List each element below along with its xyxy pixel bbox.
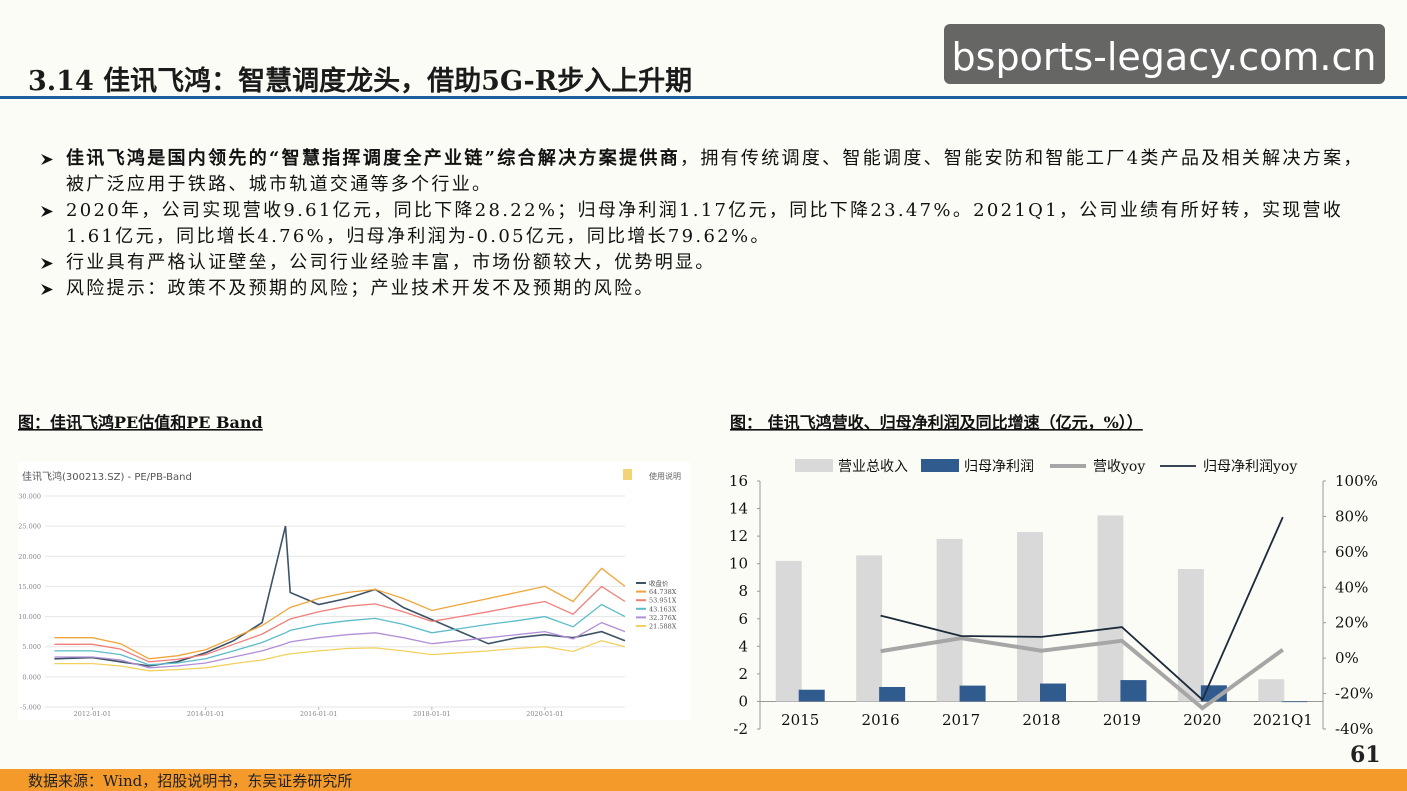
bar <box>879 686 906 702</box>
y-tick-label: 14 <box>729 500 748 518</box>
y2-tick-label: 40% <box>1335 578 1368 596</box>
bullet-text: ，拥有传统调度、智能调度、智能安防和智能工厂4类产品及相关解决方案，被广泛应用于… <box>66 148 1364 195</box>
legend-label: 归母净利润 <box>964 458 1034 475</box>
bar <box>775 560 802 702</box>
series-line <box>54 585 626 663</box>
y-tick-label: 0 <box>738 692 748 710</box>
bullet: 佳讯飞鸿是国内领先的“智慧指挥调度全产业链”综合解决方案提供商，拥有传统调度、智… <box>40 146 1370 198</box>
legend-swatch <box>795 459 833 472</box>
x-tick-label: 2016 <box>862 711 900 729</box>
legend-label: 43.163X <box>649 605 677 613</box>
bar <box>1177 569 1204 702</box>
legend-label: 64.738X <box>649 588 677 596</box>
x-tick-label: 2020-01-01 <box>526 710 563 718</box>
legend-swatch <box>921 459 959 472</box>
x-tick-label: 2018-01-01 <box>413 710 450 718</box>
bullet-text: 风险提示：政策不及预期的风险；产业技术开发不及预期的风险。 <box>66 278 655 299</box>
x-tick-label: 2012-01-01 <box>74 710 111 718</box>
y-tick-label: 16 <box>729 472 748 490</box>
bullet-lead: 佳讯飞鸿是国内领先的“智慧指挥调度全产业链”综合解决方案提供商 <box>66 148 681 169</box>
x-tick-label: 2016-01-01 <box>300 710 337 718</box>
series-line <box>880 516 1284 702</box>
y-tick-label: 12 <box>729 527 748 545</box>
page-number: 61 <box>1350 742 1381 768</box>
legend-label: 营业总收入 <box>838 459 908 475</box>
bullet-list: 佳讯飞鸿是国内领先的“智慧指挥调度全产业链”综合解决方案提供商，拥有传统调度、智… <box>40 146 1370 302</box>
chart-title: 图：佳讯飞鸿PE估值和PE Band <box>18 413 263 432</box>
bar <box>1097 515 1124 702</box>
y2-tick-label: -20% <box>1335 685 1373 703</box>
watermark: bsports-legacy.com.cn <box>952 35 1377 79</box>
y-tick-label: 10 <box>729 555 748 573</box>
x-tick-label: 2021Q1 <box>1253 711 1313 729</box>
pe-note: 使用说明 <box>649 471 681 481</box>
y2-tick-label: 20% <box>1335 614 1368 632</box>
x-tick-label: 2015 <box>781 711 819 729</box>
legend-label: 53.951X <box>649 597 677 605</box>
y-tick-label: 10.000 <box>18 613 41 621</box>
y-tick-label: 2 <box>738 665 748 683</box>
y-tick-label: 30.000 <box>18 493 41 501</box>
x-tick-label: 2018 <box>1022 711 1060 729</box>
y-tick-label: 8 <box>738 582 748 600</box>
bar <box>1258 679 1285 702</box>
pe-panel <box>18 462 690 720</box>
bar <box>1120 680 1147 702</box>
bar <box>959 685 986 702</box>
x-tick-label: 2017 <box>942 711 980 729</box>
bullet-text: 行业具有严格认证壁垒，公司行业经验丰富，市场份额较大，优势明显。 <box>66 252 716 273</box>
y-tick-label: 5.000 <box>22 643 41 651</box>
bullet: 风险提示：政策不及预期的风险；产业技术开发不及预期的风险。 <box>40 276 1370 302</box>
bullet-arrow <box>41 284 53 295</box>
legend-label: 归母净利润yoy <box>1203 458 1297 475</box>
bullet: 2020年，公司实现营收9.61亿元，同比下降28.22%；归母净利润1.17亿… <box>40 198 1370 250</box>
bar <box>936 538 963 702</box>
pe-subtitle: 佳讯飞鸿(300213.SZ) - PE/PB-Band <box>22 470 192 483</box>
bar <box>1281 701 1308 703</box>
legend-label: 21.588X <box>649 623 677 631</box>
y2-tick-label: 0% <box>1335 649 1359 667</box>
chart-title: 图： 佳讯飞鸿营收、归母净利润及同比增速（亿元，%）） <box>730 413 1143 432</box>
series-line <box>54 603 626 666</box>
x-tick-label: 2020 <box>1183 711 1221 729</box>
watermark-box <box>944 24 1385 84</box>
legend-label: 收盘价 <box>649 579 669 588</box>
bullet-arrow <box>41 154 53 165</box>
y-tick-label: 0.000 <box>22 673 41 681</box>
series-line <box>54 567 626 660</box>
y-tick-label: -2 <box>733 720 748 738</box>
y2-tick-label: -40% <box>1335 720 1373 738</box>
bullet: 行业具有严格认证壁垒，公司行业经验丰富，市场份额较大，优势明显。 <box>40 250 1370 276</box>
y2-tick-label: 80% <box>1335 507 1368 525</box>
y-tick-label: 6 <box>738 610 748 628</box>
bullet-arrow <box>41 258 53 269</box>
bar <box>798 689 825 702</box>
y-tick-label: 4 <box>738 637 748 655</box>
y2-tick-label: 100% <box>1335 472 1378 490</box>
help-icon <box>623 469 632 480</box>
series-line <box>880 636 1284 711</box>
title-rule <box>0 96 1407 99</box>
source: 数据来源：Wind，招股说明书，东吴证券研究所 <box>28 772 352 790</box>
y-tick-label: -5.000 <box>20 704 41 712</box>
slide-title: 3.14 佳讯飞鸿：智慧调度龙头，借助5G-R步入上升期 <box>28 65 692 97</box>
x-tick-label: 2019 <box>1103 711 1141 729</box>
bar <box>1040 683 1066 702</box>
footer-bar <box>0 769 1407 791</box>
bar <box>856 555 883 702</box>
bullet-text: 2020年，公司实现营收9.61亿元，同比下降28.22%；归母净利润1.17亿… <box>66 200 1344 247</box>
bullet-arrow <box>41 206 53 217</box>
bar <box>1017 531 1043 702</box>
y-tick-label: 15.000 <box>18 583 41 591</box>
x-tick-label: 2014-01-01 <box>187 710 224 718</box>
legend-label: 32.376X <box>649 614 677 622</box>
legend-label: 营收yoy <box>1093 459 1145 475</box>
y2-tick-label: 60% <box>1335 543 1368 561</box>
y-tick-label: 25.000 <box>18 523 41 531</box>
series-line <box>54 640 626 672</box>
y-tick-label: 20.000 <box>18 553 41 561</box>
series-line <box>54 621 626 669</box>
